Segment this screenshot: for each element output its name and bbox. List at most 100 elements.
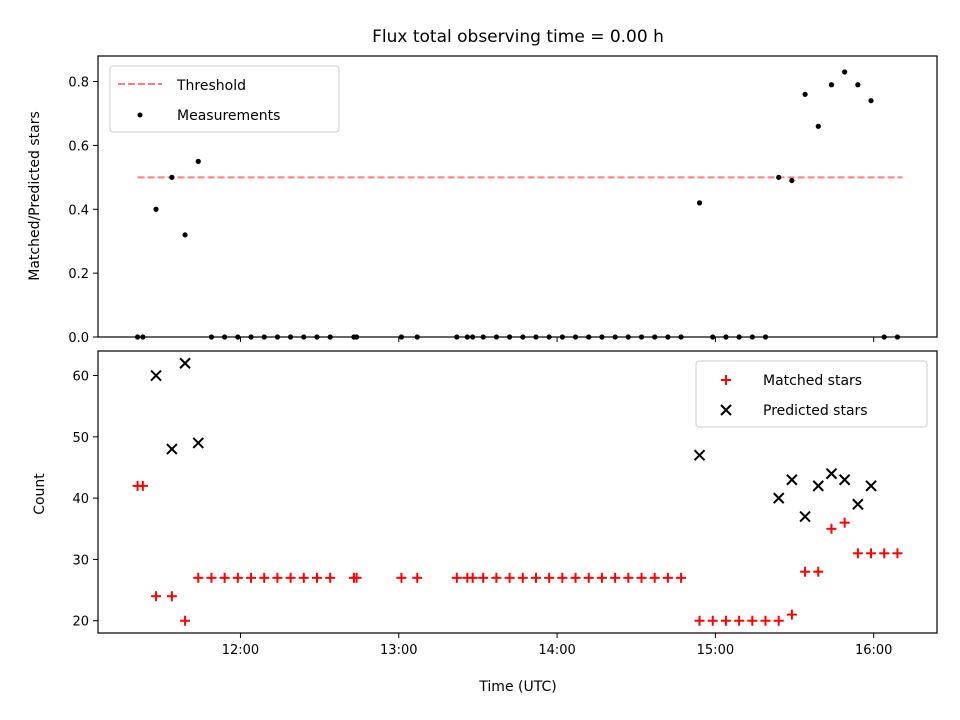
ratio-y-axis-label: Matched/Predicted stars: [27, 111, 43, 281]
measurements-legend-swatch: [137, 112, 143, 118]
matched-star-point: [351, 572, 362, 583]
measurement-point: [868, 98, 874, 104]
matched-star-point: [311, 572, 322, 583]
matched-star-point: [166, 591, 177, 602]
count-panel: 12:00 13:00 14:00 15:00 16:00 20 30 40 50 60 Cou…: [32, 350, 938, 695]
count-x-tick-label: 12:00: [222, 643, 259, 658]
matched-star-point: [478, 572, 489, 583]
count-x-tick-label: 16:00: [855, 643, 892, 658]
matched-star-point: [747, 615, 758, 626]
measurement-point: [195, 158, 201, 164]
matched-star-point: [544, 572, 555, 583]
ratio-panel: 0.00.20.40.60.8 Matched/Predicted stars …: [27, 55, 938, 346]
matched-star-point: [596, 572, 607, 583]
matched-star-point: [734, 615, 745, 626]
measurement-point: [802, 91, 808, 97]
matched-star-point: [720, 615, 731, 626]
count-points: [132, 357, 903, 626]
count-y-tick-label: 30: [72, 553, 89, 568]
measurements-legend-label: Measurements: [177, 108, 280, 124]
matched-star-point: [285, 572, 296, 583]
predicted-star-point: [192, 437, 204, 449]
matched-star-point: [517, 572, 528, 583]
predicted-star-point: [812, 480, 824, 492]
ratio-y-tick-label: 0.4: [68, 203, 89, 218]
measurement-point: [842, 69, 848, 75]
matched-star-point: [786, 609, 797, 620]
matched-star-point: [325, 572, 336, 583]
ratio-y-tick-label: 0.2: [68, 267, 89, 282]
matched-star-point: [583, 572, 594, 583]
predicted-star-point: [693, 449, 706, 461]
threshold-legend-label: Threshold: [176, 78, 246, 94]
count-y-tick-label: 60: [72, 370, 89, 385]
matched-star-point: [137, 480, 148, 491]
matched-star-point: [570, 572, 581, 583]
chart-title: Flux total observing time = 0.00 h: [372, 27, 664, 47]
measurement-point: [776, 174, 782, 180]
predicted-star-point: [786, 474, 798, 486]
predicted-legend-label: Predicted stars: [763, 403, 868, 419]
ratio-y-ticks: 0.0 0.2 0.4 0.6 0.8: [68, 76, 98, 346]
matched-star-point: [193, 572, 204, 583]
matched-star-point: [246, 572, 257, 583]
matched-star-point: [451, 572, 462, 583]
count-x-tick-label: 14:00: [538, 643, 575, 658]
matched-star-point: [839, 517, 850, 528]
matched-star-point: [298, 572, 309, 583]
predicted-star-point: [838, 474, 851, 486]
matched-legend-marker: [721, 375, 731, 385]
matched-star-point: [892, 548, 903, 559]
matched-star-point: [636, 572, 647, 583]
ratio-y-tick-label: 0.8: [68, 76, 89, 91]
count-y-tick-label: 50: [72, 431, 89, 446]
matched-star-point: [707, 615, 718, 626]
matched-star-point: [866, 548, 877, 559]
matched-star-point: [151, 591, 162, 602]
matched-star-point: [396, 572, 407, 583]
count-plot-frame: [97, 350, 938, 634]
matched-star-point: [491, 572, 502, 583]
matched-star-point: [800, 566, 811, 577]
predicted-star-point: [852, 498, 864, 510]
measurement-point: [169, 174, 175, 180]
matched-star-point: [773, 615, 784, 626]
predicted-star-point: [179, 357, 191, 369]
predicted-star-point: [166, 443, 178, 455]
matched-star-point: [180, 615, 191, 626]
predicted-star-point: [772, 492, 785, 504]
measurement-point: [153, 206, 159, 212]
matched-star-point: [879, 548, 890, 559]
predicted-legend-marker: [720, 404, 732, 416]
count-y-tick-label: 20: [72, 615, 89, 630]
matched-star-point: [649, 572, 660, 583]
matched-star-point: [813, 566, 824, 577]
matched-star-point: [272, 572, 283, 583]
predicted-star-point: [865, 480, 877, 492]
predicted-star-point: [825, 467, 838, 480]
ratio-legend-frame: [109, 65, 340, 133]
ratio-x-ticks: [239, 337, 875, 342]
measurement-point: [855, 82, 861, 88]
matched-star-point: [232, 572, 243, 583]
count-y-tick-label: 40: [72, 492, 89, 507]
count-x-tick-label: 13:00: [380, 643, 417, 658]
matched-star-point: [206, 572, 217, 583]
predicted-legend-swatch: [720, 404, 732, 416]
count-x-ticks: 12:00 13:00 14:00 15:00 16:00: [222, 633, 892, 658]
measurement-point: [182, 232, 188, 238]
measurement-point: [828, 82, 835, 88]
count-y-axis-label: Count: [32, 473, 48, 515]
matched-star-point: [467, 572, 478, 583]
x-axis-label: Time (UTC): [478, 679, 556, 695]
matched-legend-swatch: [721, 375, 731, 385]
matched-star-point: [557, 572, 568, 583]
ratio-legend: Threshold Measurements: [109, 65, 340, 133]
matched-star-point: [412, 572, 423, 583]
predicted-star-point: [799, 510, 811, 523]
matched-legend-label: Matched stars: [763, 373, 862, 389]
measurement-point: [696, 200, 703, 206]
matched-star-point: [219, 572, 230, 583]
count-legend-frame: [695, 360, 928, 428]
